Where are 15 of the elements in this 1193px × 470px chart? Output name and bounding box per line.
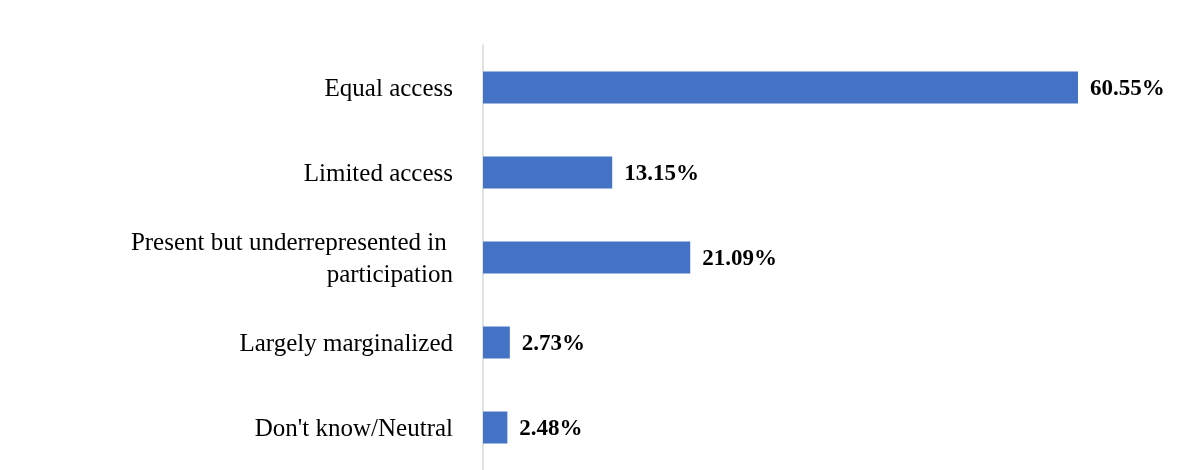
data-label: 60.55% — [1090, 75, 1165, 100]
y-tick-label: Don't know/Neutral — [254, 414, 454, 441]
y-tick-label: Limited access — [303, 159, 453, 186]
y-tick-label: Largely marginalized — [239, 329, 454, 356]
bar — [483, 71, 1078, 104]
bar — [483, 326, 510, 359]
data-label: 2.48% — [519, 415, 583, 440]
y-tick-label: Equal access — [324, 74, 453, 101]
bar — [483, 241, 691, 274]
bar — [483, 411, 508, 444]
data-label: 13.15% — [624, 160, 699, 185]
data-label: 2.73% — [521, 330, 586, 355]
y-tick-label: Present but underrepresented in participation — [130, 228, 454, 287]
data-label: 21.09% — [702, 245, 777, 270]
bar — [483, 156, 613, 189]
